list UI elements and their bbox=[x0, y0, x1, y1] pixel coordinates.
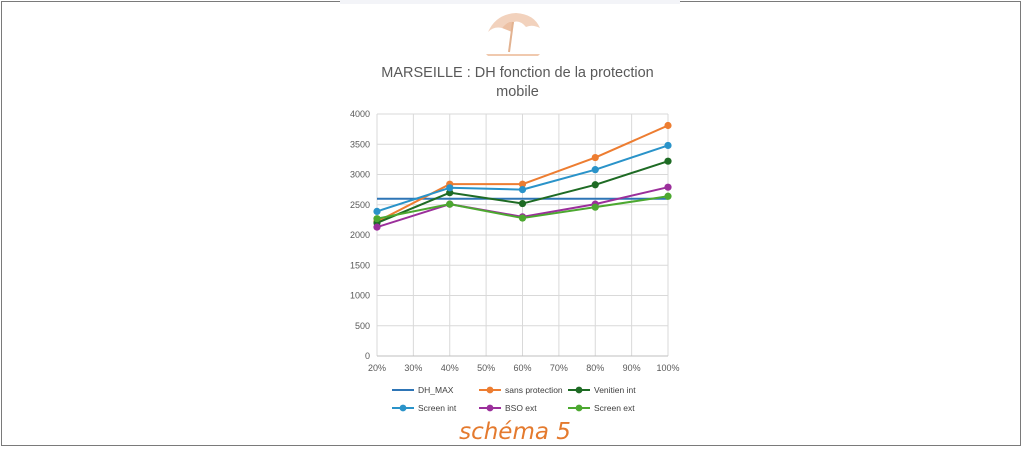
y-tick-label: 2500 bbox=[350, 200, 370, 210]
data-point bbox=[664, 183, 672, 191]
data-point bbox=[373, 215, 381, 223]
top-band bbox=[340, 0, 680, 4]
data-point bbox=[664, 157, 672, 165]
legend-marker bbox=[399, 404, 407, 412]
x-tick-label: 20% bbox=[368, 363, 386, 373]
x-tick-label: 50% bbox=[477, 363, 495, 373]
data-point bbox=[518, 199, 527, 208]
x-tick-label: 30% bbox=[404, 363, 422, 373]
y-tick-label: 2000 bbox=[350, 230, 370, 240]
x-tick-label: 60% bbox=[513, 363, 531, 373]
legend-label: Screen ext bbox=[594, 403, 635, 413]
x-tick-label: 100% bbox=[656, 363, 679, 373]
y-tick-label: 4000 bbox=[350, 109, 370, 119]
legend-label: Screen int bbox=[418, 403, 457, 413]
data-point bbox=[518, 186, 527, 194]
data-point bbox=[664, 141, 672, 150]
data-point bbox=[664, 121, 672, 130]
y-tick-label: 3500 bbox=[350, 139, 370, 149]
data-point bbox=[591, 181, 599, 189]
x-tick-label: 70% bbox=[550, 363, 568, 373]
data-point bbox=[446, 200, 454, 208]
legend-label: BSO ext bbox=[505, 403, 537, 413]
y-tick-label: 1500 bbox=[350, 260, 370, 270]
legend-marker bbox=[575, 404, 583, 412]
data-point bbox=[518, 180, 527, 188]
data-point bbox=[446, 184, 454, 192]
x-tick-label: 90% bbox=[623, 363, 641, 373]
y-tick-label: 3000 bbox=[350, 170, 370, 180]
x-tick-label: 80% bbox=[586, 363, 604, 373]
data-point bbox=[591, 166, 599, 174]
data-point bbox=[591, 203, 599, 211]
figure-caption: schéma 5 bbox=[459, 419, 571, 445]
legend-marker bbox=[486, 386, 494, 394]
y-tick-label: 500 bbox=[355, 321, 370, 331]
legend-label: sans protection bbox=[505, 385, 563, 395]
x-tick-label: 40% bbox=[441, 363, 459, 373]
legend-label: Venitien int bbox=[594, 385, 636, 395]
legend-label: DH_MAX bbox=[418, 385, 454, 395]
chart-title: MARSEILLE : DH fonction de la protection… bbox=[381, 65, 654, 100]
legend-marker bbox=[486, 404, 494, 412]
data-point bbox=[373, 223, 381, 231]
y-tick-label: 0 bbox=[365, 351, 370, 361]
legend-marker bbox=[575, 386, 583, 394]
beach-umbrella-icon bbox=[486, 13, 540, 56]
data-point bbox=[664, 192, 672, 200]
data-point bbox=[591, 153, 599, 162]
data-point bbox=[518, 214, 527, 222]
data-point bbox=[373, 207, 381, 216]
y-tick-label: 1000 bbox=[350, 291, 370, 301]
